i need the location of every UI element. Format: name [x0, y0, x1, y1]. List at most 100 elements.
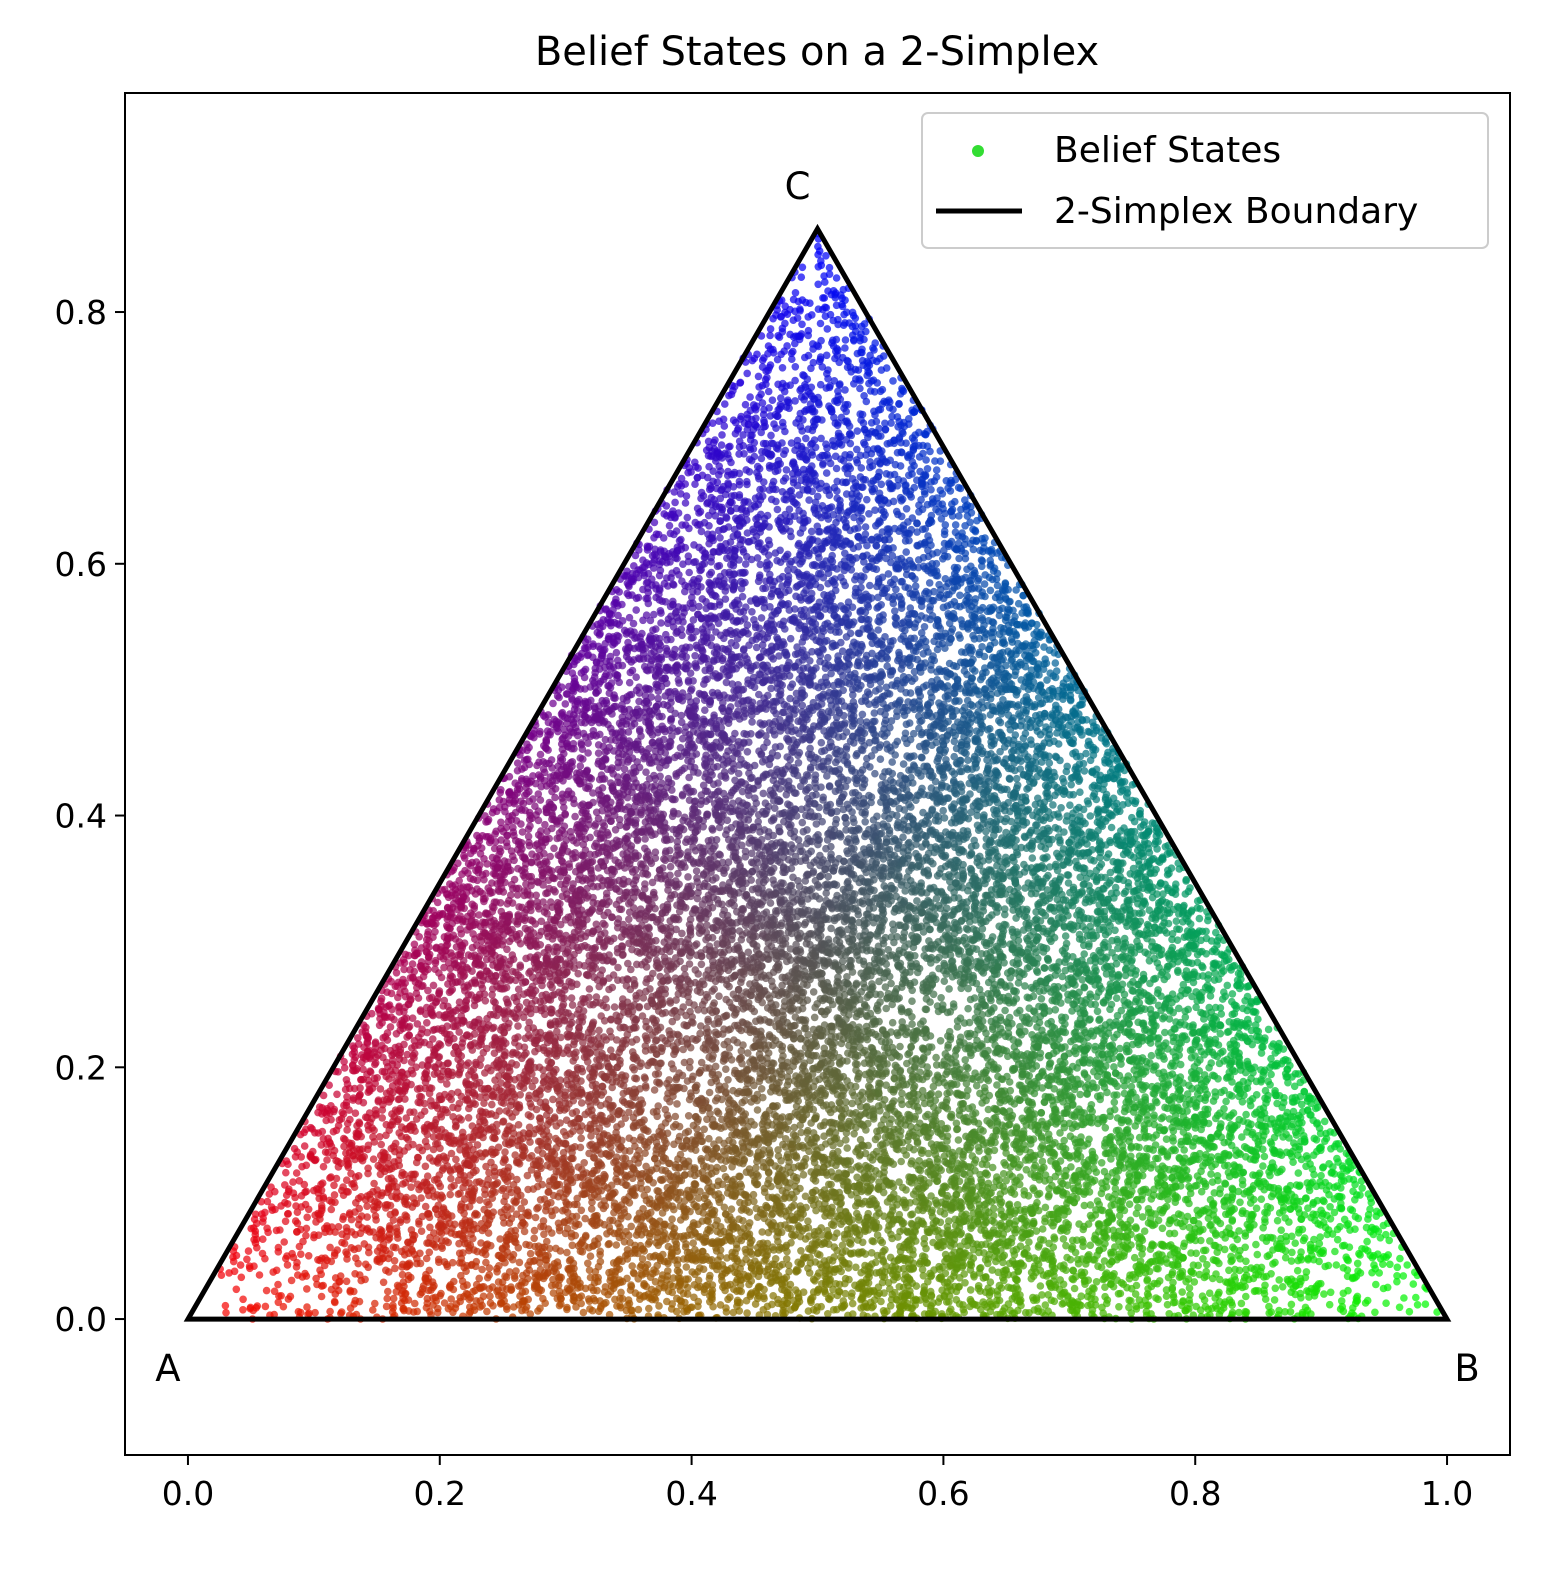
belief-state-point: [340, 1057, 348, 1066]
belief-state-point: [1305, 1293, 1313, 1301]
belief-state-point: [866, 458, 874, 466]
belief-state-point: [663, 1111, 672, 1119]
belief-state-point: [743, 529, 752, 537]
belief-state-point: [1304, 1204, 1312, 1212]
belief-state-point: [577, 1206, 586, 1215]
belief-state-point: [1372, 1280, 1380, 1289]
belief-state-point: [743, 748, 752, 756]
belief-state-point: [1056, 1129, 1064, 1137]
belief-state-point: [1332, 1261, 1341, 1269]
belief-state-point: [1412, 1293, 1420, 1302]
belief-state-point: [810, 1013, 819, 1022]
belief-state-point: [1067, 1037, 1075, 1046]
belief-state-point: [390, 1015, 398, 1024]
belief-state-point: [1197, 1236, 1205, 1245]
belief-states-points: [216, 229, 1441, 1323]
belief-state-point: [858, 766, 867, 774]
belief-state-point: [1320, 1117, 1329, 1126]
belief-state-point: [556, 920, 565, 929]
belief-state-point: [379, 1278, 388, 1287]
belief-state-point: [724, 1076, 732, 1084]
belief-state-point: [1320, 1290, 1328, 1298]
belief-state-point: [1120, 990, 1129, 999]
belief-state-point: [225, 1269, 233, 1277]
belief-state-point: [940, 977, 949, 985]
belief-state-point: [586, 1252, 595, 1260]
belief-state-point: [568, 1001, 577, 1009]
belief-state-point: [452, 1155, 460, 1164]
belief-state-point: [1288, 1248, 1296, 1257]
belief-state-point: [722, 678, 731, 687]
belief-state-point: [1252, 1240, 1260, 1249]
belief-state-point: [1396, 1254, 1404, 1263]
belief-state-point: [515, 1258, 524, 1267]
belief-state-point: [925, 579, 934, 587]
belief-state-point: [767, 431, 775, 440]
belief-state-point: [236, 1261, 245, 1269]
belief-state-point: [375, 1021, 384, 1030]
belief-state-point: [817, 738, 826, 747]
belief-state-point: [679, 1003, 687, 1011]
belief-state-point: [303, 1303, 311, 1311]
belief-state-point: [1086, 1241, 1095, 1250]
belief-state-point: [806, 657, 814, 665]
belief-state-point: [523, 1171, 532, 1180]
belief-state-point: [1228, 990, 1237, 998]
belief-state-point: [391, 1264, 399, 1273]
belief-state-point: [1405, 1307, 1414, 1316]
belief-state-point: [954, 1136, 963, 1144]
belief-state-point: [891, 607, 899, 615]
belief-state-point: [1043, 676, 1051, 684]
belief-state-point: [494, 1278, 503, 1286]
belief-state-point: [1162, 1135, 1171, 1143]
belief-state-point: [281, 1217, 290, 1226]
belief-state-point: [945, 985, 953, 993]
belief-state-point: [317, 1292, 326, 1301]
belief-state-point: [402, 1114, 411, 1122]
belief-state-point: [1058, 972, 1067, 981]
belief-state-point: [250, 1262, 258, 1270]
belief-state-point: [1148, 893, 1157, 902]
belief-state-point: [945, 659, 954, 668]
belief-state-point: [222, 1308, 230, 1317]
belief-state-point: [847, 1166, 855, 1174]
belief-state-point: [1028, 854, 1037, 862]
belief-state-point: [754, 817, 762, 826]
belief-state-point: [239, 1306, 247, 1314]
belief-state-point: [806, 1253, 814, 1262]
belief-state-point: [292, 1169, 301, 1177]
belief-state-point: [685, 960, 694, 968]
belief-state-point: [909, 729, 918, 738]
belief-state-point: [738, 787, 747, 796]
belief-state-point: [363, 1202, 371, 1210]
belief-state-point: [1363, 1237, 1371, 1246]
belief-state-point: [644, 923, 653, 932]
belief-state-point: [1259, 1162, 1267, 1170]
belief-state-point: [1110, 1098, 1119, 1107]
belief-state-point: [330, 1181, 338, 1190]
plot-area: A BC: [124, 92, 1511, 1456]
belief-state-point: [1070, 1284, 1079, 1293]
belief-state-point: [1379, 1221, 1388, 1230]
belief-state-point: [568, 1241, 577, 1250]
belief-state-point: [741, 847, 750, 856]
belief-state-point: [409, 1140, 417, 1149]
belief-state-point: [574, 969, 582, 978]
belief-state-point: [764, 691, 772, 700]
belief-state-point: [539, 1217, 548, 1225]
belief-state-point: [933, 548, 941, 557]
belief-state-point: [632, 673, 640, 681]
belief-state-point: [561, 700, 570, 708]
belief-state-point: [1196, 1306, 1205, 1314]
belief-state-point: [741, 853, 750, 861]
belief-state-point: [447, 1149, 456, 1158]
belief-state-point: [392, 969, 401, 977]
belief-state-point: [1421, 1300, 1430, 1308]
chart-title: Belief States on a 2-Simplex: [535, 29, 1099, 75]
belief-state-point: [525, 1123, 534, 1132]
belief-state-point: [465, 1202, 474, 1211]
belief-state-point: [1125, 1200, 1134, 1208]
belief-state-point: [968, 1152, 977, 1160]
belief-state-point: [534, 790, 543, 798]
